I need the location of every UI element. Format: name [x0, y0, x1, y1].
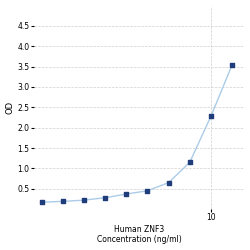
- Point: [82, 198, 86, 202]
- Point: [146, 189, 150, 193]
- Y-axis label: OD: OD: [6, 101, 15, 114]
- Point: [40, 200, 44, 204]
- Point: [188, 160, 192, 164]
- X-axis label: Human ZNF3
Concentration (ng/ml): Human ZNF3 Concentration (ng/ml): [97, 225, 182, 244]
- Point: [209, 114, 213, 118]
- Point: [103, 196, 107, 200]
- Point: [166, 181, 170, 185]
- Point: [124, 192, 128, 196]
- Point: [61, 199, 65, 203]
- Point: [230, 63, 234, 67]
